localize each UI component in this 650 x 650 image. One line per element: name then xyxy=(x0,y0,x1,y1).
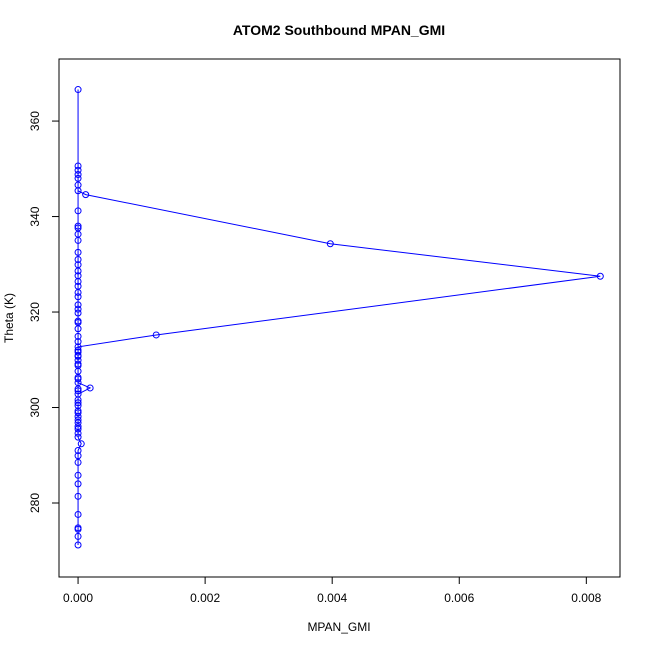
data-point xyxy=(152,331,160,339)
data-point xyxy=(74,423,82,431)
series-line xyxy=(77,89,601,546)
y-tick-label: 300 xyxy=(28,397,42,417)
data-point xyxy=(74,433,82,441)
data-point xyxy=(74,267,82,275)
data-point xyxy=(74,399,82,407)
data-point xyxy=(596,272,604,280)
data-point xyxy=(74,256,82,264)
data-point xyxy=(74,524,82,532)
data-point xyxy=(74,338,82,346)
data-point xyxy=(74,375,82,383)
data-point xyxy=(74,86,82,94)
y-tick-label: 340 xyxy=(28,206,42,226)
data-point xyxy=(326,240,334,248)
data-point xyxy=(74,510,82,518)
data-point xyxy=(74,346,82,354)
data-point xyxy=(74,480,82,488)
x-tick-label: 0.006 xyxy=(444,591,474,605)
data-point xyxy=(74,230,82,238)
data-point xyxy=(74,293,82,301)
data-point xyxy=(74,351,82,359)
data-point xyxy=(74,532,82,540)
data-point xyxy=(74,387,82,395)
data-point xyxy=(74,356,82,364)
data-point xyxy=(74,458,82,466)
data-point xyxy=(74,319,82,327)
data-point xyxy=(74,181,82,189)
data-point xyxy=(74,248,82,256)
y-tick-label: 360 xyxy=(28,111,42,131)
data-point xyxy=(74,360,82,368)
data-point xyxy=(74,452,82,460)
data-point xyxy=(74,416,82,424)
data-point xyxy=(74,429,82,437)
data-point xyxy=(74,390,82,398)
data-point xyxy=(74,348,82,356)
data-point xyxy=(74,305,82,313)
data-point xyxy=(77,440,85,448)
x-axis-ticks: 0.000 0.002 0.004 0.006 0.008 xyxy=(63,577,602,605)
data-point xyxy=(74,309,82,317)
data-point xyxy=(86,384,94,392)
x-tick-label: 0.000 xyxy=(63,591,93,605)
data-point xyxy=(74,301,82,309)
y-tick-label: 320 xyxy=(28,302,42,322)
chart-title: ATOM2 Southbound MPAN_GMI xyxy=(233,22,445,38)
data-point xyxy=(74,207,82,215)
data-point xyxy=(74,174,82,182)
x-tick-label: 0.008 xyxy=(571,591,601,605)
data-point xyxy=(82,191,90,199)
data-point xyxy=(74,277,82,285)
plot-frame xyxy=(58,58,621,578)
x-axis-label: MPAN_GMI xyxy=(307,620,370,634)
data-point xyxy=(74,541,82,549)
data-point xyxy=(74,166,82,174)
data-point xyxy=(74,492,82,500)
data-point xyxy=(74,343,82,351)
x-tick-label: 0.002 xyxy=(190,591,220,605)
data-point xyxy=(74,385,82,393)
y-axis-ticks: 280 300 320 340 360 xyxy=(28,111,59,513)
data-point xyxy=(74,288,82,296)
data-point xyxy=(74,446,82,454)
data-point xyxy=(74,171,82,179)
data-point xyxy=(74,471,82,479)
y-axis-label: Theta (K) xyxy=(2,293,16,343)
series-layer xyxy=(74,86,604,549)
data-point xyxy=(74,407,82,415)
data-point xyxy=(74,222,82,230)
data-point xyxy=(74,162,82,170)
x-tick-label: 0.004 xyxy=(317,591,347,605)
y-tick-label: 280 xyxy=(28,493,42,513)
data-point xyxy=(74,332,82,340)
data-point xyxy=(74,409,82,417)
